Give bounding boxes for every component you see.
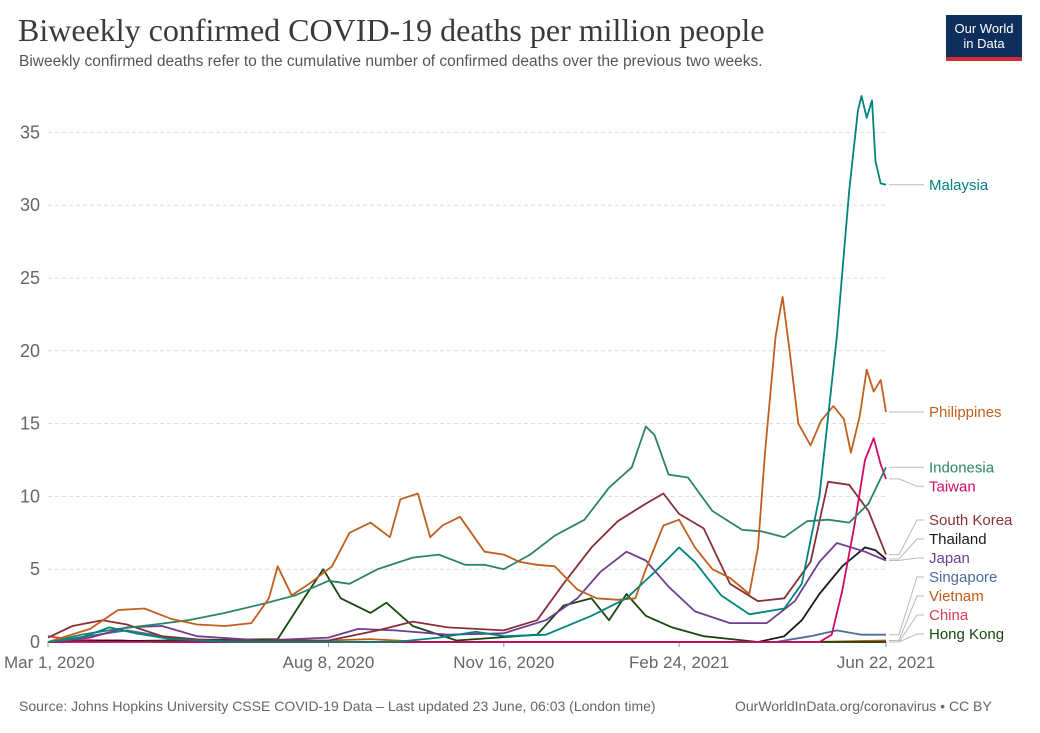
end-label-hong-kong[interactable]: Hong Kong: [929, 626, 1004, 643]
logo-accent-bar: [946, 57, 1022, 61]
end-label-south-korea[interactable]: South Korea: [929, 512, 1013, 529]
series-line-malaysia[interactable]: [47, 95, 887, 643]
chart-title: Biweekly confirmed COVID-19 deaths per m…: [18, 12, 765, 48]
y-tick-label: 30: [20, 195, 40, 215]
label-connector-singapore: [889, 576, 924, 636]
series-line-taiwan[interactable]: [48, 437, 887, 643]
x-tick-label: Feb 24, 2021: [629, 653, 729, 672]
logo-line-2: in Data: [963, 36, 1005, 51]
end-label-thailand[interactable]: Thailand: [929, 531, 987, 548]
end-label-malaysia[interactable]: Malaysia: [929, 177, 989, 194]
series-end-labels: Malaysia Philippines Indonesia Taiwan South …: [889, 177, 1013, 643]
series-line-japan[interactable]: [47, 542, 887, 643]
y-tick-label: 35: [20, 122, 40, 142]
y-tick-label: 15: [20, 414, 40, 434]
end-label-indonesia[interactable]: Indonesia: [929, 459, 995, 476]
series-line-south-korea[interactable]: [47, 480, 887, 642]
end-label-vietnam[interactable]: Vietnam: [929, 588, 984, 605]
end-label-philippines[interactable]: Philippines: [929, 404, 1002, 421]
label-connector-vietnam: [889, 595, 924, 641]
x-tick-label: Aug 8, 2020: [283, 653, 375, 672]
label-connector-japan: [889, 557, 924, 561]
label-connector-hong-kong: [889, 633, 924, 643]
logo-line-1: Our World: [954, 21, 1014, 36]
y-tick-label: 5: [30, 559, 40, 579]
label-connector-taiwan: [889, 478, 924, 487]
owid-logo[interactable]: Our World in Data: [946, 15, 1022, 61]
y-axis-ticks: 0 5 10 15 20 25 30 35: [20, 122, 40, 652]
label-connector-south-korea: [889, 519, 924, 556]
source-note: Source: Johns Hopkins University CSSE CO…: [19, 698, 656, 714]
end-label-china[interactable]: China: [929, 607, 969, 624]
credit-link[interactable]: OurWorldInData.org/coronavirus • CC BY: [735, 698, 992, 714]
label-connector-china: [889, 614, 924, 643]
label-connector-thailand: [889, 538, 924, 560]
end-label-taiwan[interactable]: Taiwan: [929, 478, 976, 495]
y-tick-label: 20: [20, 341, 40, 361]
y-tick-label: 0: [30, 632, 40, 652]
series-lines: [47, 95, 887, 643]
x-tick-label: Mar 1, 2020: [4, 653, 95, 672]
series-line-hong-kong[interactable]: [47, 568, 886, 643]
end-label-singapore[interactable]: Singapore: [929, 569, 997, 586]
x-tick-label: Nov 16, 2020: [453, 653, 554, 672]
series-line-philippines[interactable]: [47, 296, 887, 643]
x-axis-ticks: Mar 1, 2020 Aug 8, 2020 Nov 16, 2020 Feb 24…: [4, 642, 935, 672]
y-tick-label: 10: [20, 486, 40, 506]
series-line-indonesia[interactable]: [47, 425, 887, 643]
y-tick-label: 25: [20, 268, 40, 288]
x-tick-label: Jun 22, 2021: [837, 653, 935, 672]
end-label-japan[interactable]: Japan: [929, 550, 970, 567]
chart-subtitle: Biweekly confirmed deaths refer to the c…: [19, 53, 763, 70]
